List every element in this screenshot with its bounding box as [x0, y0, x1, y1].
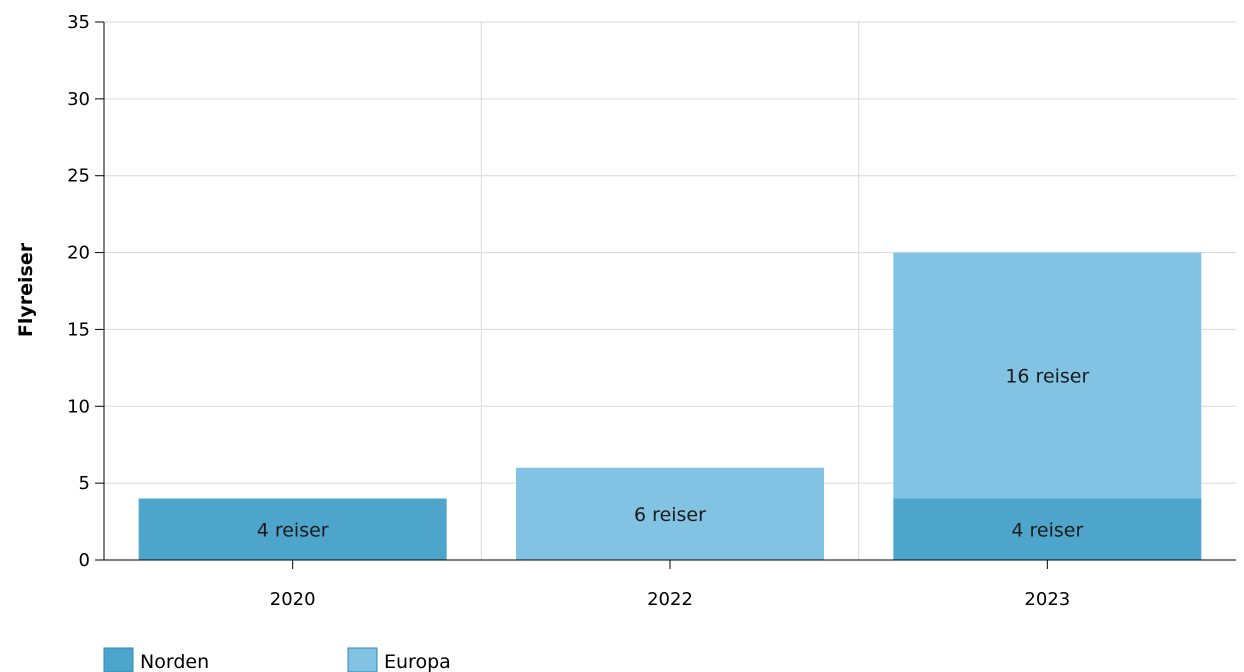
legend-label-norden: Norden: [140, 651, 209, 672]
legend-swatch-europa: [347, 647, 378, 672]
bar-data-label: 4 reiser: [257, 519, 329, 541]
bar-norden-2023: [893, 498, 1202, 560]
y-tick-label: 0: [79, 550, 90, 571]
y-tick-label: 15: [67, 319, 90, 340]
y-tick-label: 20: [67, 243, 90, 264]
bars: [138, 252, 1202, 560]
y-tick-label: 10: [67, 396, 90, 417]
bar-data-label: 4 reiser: [1011, 519, 1083, 541]
axes: [95, 21, 1236, 569]
bar-labels: 4 reiser 6 reiser 4 reiser 16 reiser: [257, 366, 1090, 542]
bar-europa-2023: [893, 252, 1202, 499]
gridlines: [104, 21, 1236, 560]
legend: Norden Europa: [103, 647, 451, 672]
y-axis-title: Flyreiser: [15, 242, 37, 337]
y-tick-label: 5: [79, 473, 90, 494]
bar-norden-2020: [138, 498, 447, 560]
bar-data-label: 6 reiser: [634, 504, 706, 526]
y-tick-label: 35: [67, 12, 90, 33]
x-tick-label: 2022: [647, 589, 693, 610]
x-tick-label: 2023: [1024, 589, 1070, 610]
y-tick-labels: 0 5 10 15 20 25 30 35: [67, 12, 90, 571]
y-tick-label: 30: [67, 89, 90, 110]
bar-data-label: 16 reiser: [1005, 366, 1089, 388]
x-tick-label: 2020: [270, 589, 316, 610]
bar-europa-2022: [516, 467, 824, 560]
legend-label-europa: Europa: [384, 651, 451, 672]
x-tick-labels: 2020 2022 2023: [270, 589, 1070, 610]
legend-swatch-norden: [103, 647, 134, 672]
y-tick-label: 25: [67, 166, 90, 187]
